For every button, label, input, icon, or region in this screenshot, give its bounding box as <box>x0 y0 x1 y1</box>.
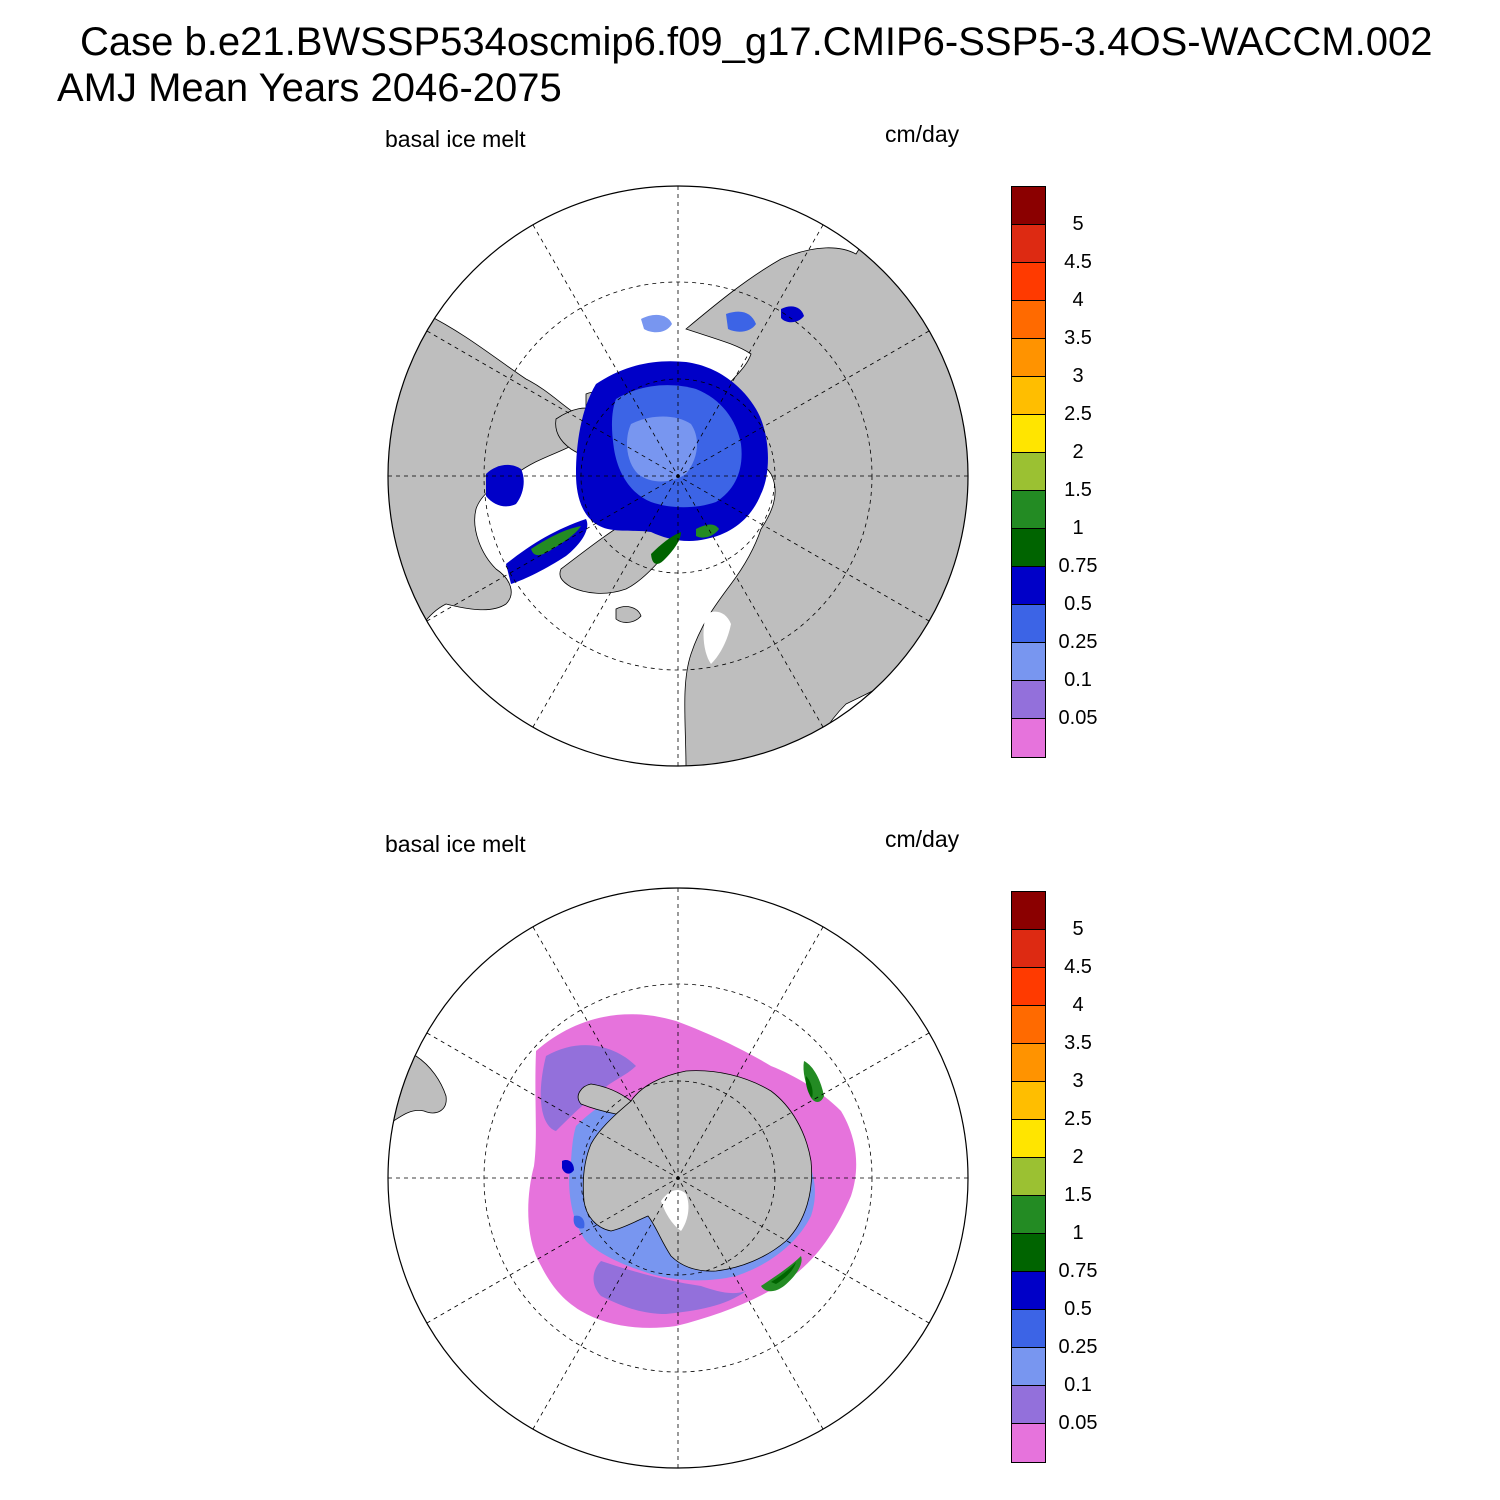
colorbar-swatch <box>1012 930 1045 968</box>
colorbar-level-label: 5 <box>1072 918 1084 940</box>
colorbar-level-label: 0.5 <box>1064 593 1092 615</box>
colorbar-swatch <box>1012 1386 1045 1424</box>
graticule-lines <box>388 186 968 766</box>
colorbar-level-label: 4 <box>1072 994 1084 1016</box>
panel2-colorbar-labels: 5 4.5 4 3.5 3 2.5 2 1.5 1 0.75 0.5 0.25 0.1 0.05 <box>1052 891 1122 1463</box>
colorbar-swatch <box>1012 1234 1045 1272</box>
colorbar-level-label: 1.5 <box>1064 1184 1092 1206</box>
colorbar-swatch <box>1012 263 1045 301</box>
colorbar-swatch <box>1012 681 1045 719</box>
panel1-variable-label: basal ice melt <box>385 126 526 152</box>
colorbar-swatch <box>1012 605 1045 643</box>
colorbar-level-label: 5 <box>1072 213 1084 235</box>
colorbar-swatch <box>1012 415 1045 453</box>
colorbar-level-label: 0.25 <box>1058 631 1098 653</box>
colorbar-swatch <box>1012 892 1045 930</box>
colorbar-level-label: 2 <box>1072 1146 1084 1168</box>
colorbar-level-label: 3.5 <box>1064 327 1092 349</box>
panel1-colorbar-labels: 5 4.5 4 3.5 3 2.5 2 1.5 1 0.75 0.5 0.25 0.1 0.05 <box>1052 186 1122 758</box>
melt-field-green-south <box>761 1256 802 1292</box>
colorbar-level-label: 3 <box>1072 365 1084 387</box>
colorbar-swatch <box>1012 1082 1045 1120</box>
colorbar-swatch <box>1012 377 1045 415</box>
antarctic-polar-map <box>387 887 969 1469</box>
colorbar-level-label: 3 <box>1072 1070 1084 1092</box>
colorbar-swatch <box>1012 225 1045 263</box>
melt-field-baffin <box>486 464 524 507</box>
colorbar-level-label: 0.1 <box>1064 669 1092 691</box>
colorbar-level-label: 0.5 <box>1064 1298 1092 1320</box>
colorbar-level-label: 3.5 <box>1064 1032 1092 1054</box>
colorbar-level-label: 2.5 <box>1064 1108 1092 1130</box>
colorbar-level-label: 4.5 <box>1064 956 1092 978</box>
colorbar-swatch <box>1012 1044 1045 1082</box>
colorbar-swatch <box>1012 968 1045 1006</box>
colorbar-swatch <box>1012 643 1045 681</box>
colorbar-level-label: 4.5 <box>1064 251 1092 273</box>
panel2-colorbar <box>1011 891 1046 1463</box>
melt-field-bering <box>726 311 756 332</box>
panel1-colorbar <box>1011 186 1046 758</box>
panel1-units-label: cm/day <box>885 121 960 147</box>
colorbar-swatch <box>1012 567 1045 605</box>
colorbar-level-label: 0.1 <box>1064 1374 1092 1396</box>
colorbar-level-label: 1.5 <box>1064 479 1092 501</box>
colorbar-swatch <box>1012 339 1045 377</box>
colorbar-swatch <box>1012 529 1045 567</box>
colorbar-swatch <box>1012 1006 1045 1044</box>
colorbar-swatch <box>1012 1196 1045 1234</box>
melt-field-labrador-green <box>531 526 581 556</box>
colorbar-level-label: 4 <box>1072 289 1084 311</box>
colorbar-swatch <box>1012 491 1045 529</box>
colorbar-swatch <box>1012 1348 1045 1386</box>
colorbar-level-label: 1 <box>1072 517 1084 539</box>
colorbar-swatch <box>1012 1120 1045 1158</box>
panel2-units-label: cm/day <box>885 826 960 852</box>
colorbar-level-label: 0.75 <box>1058 555 1098 577</box>
colorbar-swatch <box>1012 1310 1045 1348</box>
colorbar-level-label: 1 <box>1072 1222 1084 1244</box>
colorbar-level-label: 0.05 <box>1058 707 1098 729</box>
colorbar-level-label: 0.25 <box>1058 1336 1098 1358</box>
colorbar-level-label: 0.05 <box>1058 1412 1098 1434</box>
colorbar-swatch <box>1012 453 1045 491</box>
colorbar-swatch <box>1012 301 1045 339</box>
colorbar-level-label: 2.5 <box>1064 403 1092 425</box>
colorbar-swatch <box>1012 187 1045 225</box>
melt-field-east-greenland <box>651 532 681 564</box>
colorbar-level-label: 0.75 <box>1058 1260 1098 1282</box>
panel2-variable-label: basal ice melt <box>385 831 526 857</box>
colorbar-swatch <box>1012 1272 1045 1310</box>
graticule-lines-south <box>388 888 968 1468</box>
colorbar-swatch <box>1012 1158 1045 1196</box>
figure-title-case: Case b.e21.BWSSP534oscmip6.f09_g17.CMIP6… <box>80 20 1433 64</box>
figure-title-period: AMJ Mean Years 2046-2075 <box>57 66 562 110</box>
colorbar-level-label: 2 <box>1072 441 1084 463</box>
arctic-polar-map <box>387 185 969 767</box>
colorbar-swatch <box>1012 719 1045 757</box>
colorbar-swatch <box>1012 1424 1045 1462</box>
